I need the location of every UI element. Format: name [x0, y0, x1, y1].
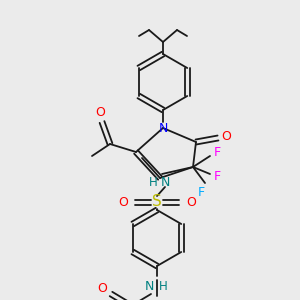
Text: F: F [213, 170, 220, 184]
Text: O: O [97, 283, 107, 296]
Text: S: S [152, 194, 162, 209]
Text: N: N [160, 176, 170, 188]
Text: F: F [197, 187, 205, 200]
Text: F: F [213, 146, 220, 160]
Text: O: O [221, 130, 231, 142]
Text: N: N [158, 122, 168, 134]
Text: H: H [148, 176, 158, 188]
Text: N: N [144, 280, 154, 292]
Text: H: H [159, 280, 167, 292]
Text: O: O [95, 106, 105, 119]
Text: O: O [186, 196, 196, 208]
Text: O: O [118, 196, 128, 208]
